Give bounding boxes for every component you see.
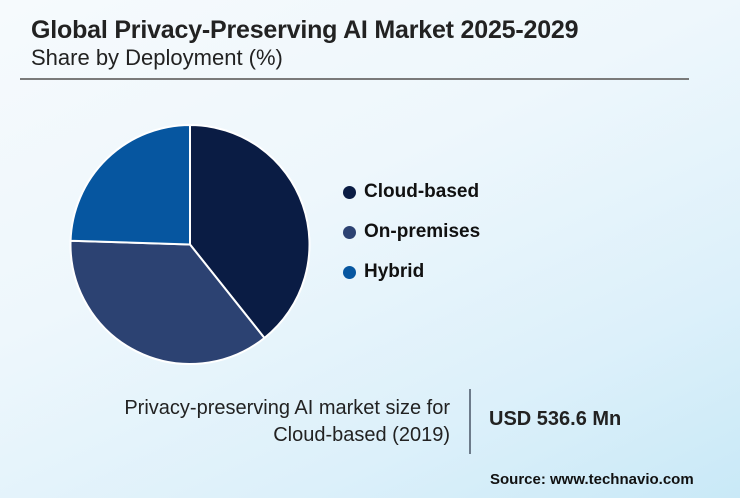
legend-item-cloud-based: Cloud-based: [343, 172, 480, 212]
chart-title: Global Privacy-Preserving AI Market 2025…: [31, 16, 579, 44]
chart-subtitle: Share by Deployment (%): [31, 45, 283, 70]
pie-slice-cloud-based: [189, 124, 311, 339]
legend-marker-icon: [343, 185, 356, 199]
market-size-value: USD 536.6 Mn: [489, 408, 622, 430]
title-divider: [20, 78, 689, 80]
legend-label: Cloud-based: [364, 181, 480, 202]
source-note: Source: www.technavio.com: [490, 471, 694, 488]
market-size-caption-line2: Cloud-based (2019): [273, 424, 450, 446]
legend-marker-icon: [343, 225, 356, 239]
legend-label: On-premises: [364, 221, 481, 242]
legend-label: Hybrid: [364, 261, 425, 282]
market-size-caption-line1: Privacy-preserving AI market size for: [124, 397, 450, 419]
pie-slice-on-premises: [69, 239, 266, 365]
legend-marker-icon: [343, 265, 356, 279]
market-size-caption: Privacy-preserving AI market size for Cl…: [124, 395, 450, 449]
legend: Cloud-based On-premises Hybrid: [343, 172, 480, 292]
pie-slice-hybrid: [69, 124, 191, 246]
legend-item-hybrid: Hybrid: [343, 252, 480, 292]
info-divider: [469, 389, 471, 454]
legend-item-on-premises: On-premises: [343, 212, 480, 252]
